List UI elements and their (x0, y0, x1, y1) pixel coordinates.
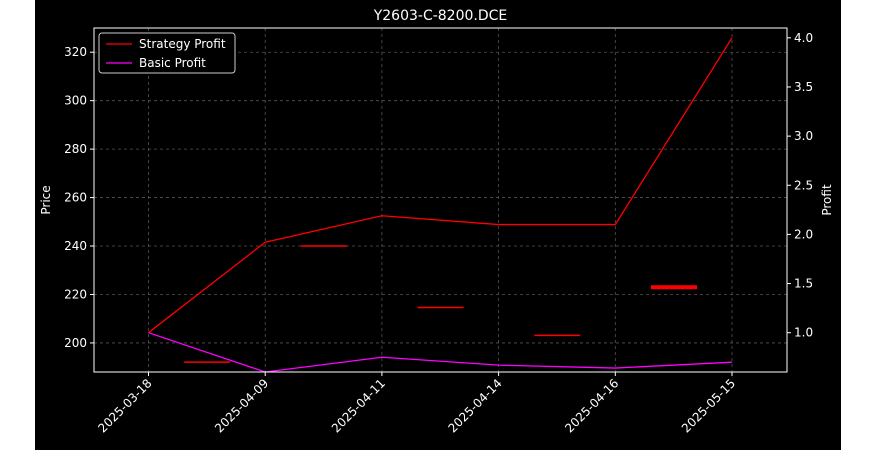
date-tick-label: 2025-03-18 (95, 376, 154, 435)
date-axis: 2025-03-18 2025-04-09 2025-04-11 2025-04-14… (95, 372, 738, 435)
legend-box (98, 32, 236, 74)
profit-tick-label: 3.0 (794, 129, 813, 143)
profit-tick-label: 2.0 (794, 227, 813, 241)
chart-title: Y2603-C-8200.DCE (373, 8, 508, 24)
profit-tick-label: 1.0 (794, 326, 813, 340)
price-tick-label: 320 (64, 45, 87, 59)
y-axis-label: Price (39, 185, 53, 214)
price-axis: 200 220 240 260 280 300 320 (64, 45, 94, 350)
date-tick-label: 2025-04-11 (329, 376, 388, 435)
basic-profit-line (148, 332, 733, 373)
profit-tick-label: 3.5 (794, 80, 813, 94)
legend-label: Basic Profit (139, 56, 206, 70)
price-tick-label: 260 (64, 191, 87, 205)
y2-axis-label: Profit (820, 184, 834, 216)
price-tick-label: 300 (64, 94, 87, 108)
date-tick-label: 2025-04-09 (212, 376, 271, 435)
price-tick-label: 200 (64, 336, 87, 350)
chart-svg: Y2603-C-8200.DCE 200 220 240 260 280 300 320 1… (39, 8, 834, 435)
date-tick-label: 2025-05-15 (679, 376, 738, 435)
legend: Strategy Profit Basic Profit (98, 32, 236, 74)
profit-axis: 1.0 1.5 2.0 2.5 3.0 3.5 4.0 (787, 31, 813, 340)
profit-tick-label: 4.0 (794, 31, 813, 45)
strategy-profit-line (148, 37, 733, 334)
price-tick-label: 280 (64, 142, 87, 156)
price-tick-label: 240 (64, 239, 87, 253)
date-tick-label: 2025-04-14 (446, 376, 505, 435)
chart-figure: Y2603-C-8200.DCE 200 220 240 260 280 300 320 1… (35, 0, 841, 450)
profit-lines (148, 37, 733, 373)
profit-tick-label: 1.5 (794, 277, 813, 291)
plot-frame (93, 27, 788, 373)
price-tick-label: 220 (64, 287, 87, 301)
legend-label: Strategy Profit (139, 37, 226, 51)
date-tick-label: 2025-04-16 (562, 376, 621, 435)
grid-lines (94, 28, 787, 372)
profit-tick-label: 2.5 (794, 178, 813, 192)
price-marks (184, 245, 697, 363)
